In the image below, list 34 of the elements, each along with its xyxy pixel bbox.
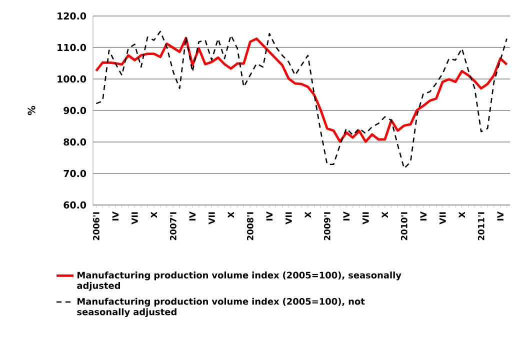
line-series: [96, 30, 508, 170]
x-tick-label: 2007'I: [170, 212, 176, 240]
x-tick-label: 2011'I: [478, 212, 484, 240]
x-tick-label: VII: [208, 212, 215, 224]
x-tick-label: IV: [112, 212, 119, 220]
x-tick-label: X: [228, 212, 234, 218]
x-tick-label: X: [382, 212, 388, 218]
legend-label: Manufacturing production volume index (2005=100), seasonally adjusted: [77, 272, 402, 291]
y-tick-label: 120.0: [58, 12, 86, 20]
y-axis-title: %: [28, 106, 36, 116]
y-tick-label: 110.0: [58, 44, 86, 52]
x-tick-label: VII: [362, 212, 369, 224]
x-tick-label: 2010'I: [400, 212, 408, 240]
x-tick-label: X: [304, 212, 311, 218]
y-tick-label: 60.0: [64, 201, 86, 209]
x-tick-label: X: [458, 212, 465, 218]
y-tick-label: 90.0: [64, 106, 86, 114]
x-tick-label: VII: [286, 212, 292, 224]
legend-label: Manufacturing production volume index (2005=100), not seasonally adjusted: [77, 298, 365, 318]
x-tick-label: IV: [420, 212, 426, 220]
x-tick-label: X: [150, 212, 158, 218]
x-tick-label: IV: [266, 212, 273, 220]
y-tick-label: 80.0: [64, 138, 86, 146]
x-tick-label: VII: [440, 212, 446, 224]
x-tick-label: IV: [343, 212, 350, 220]
x-tick-label: VII: [132, 212, 138, 224]
x-tick-label: 2008'I: [246, 212, 254, 240]
y-tick-label: 70.0: [64, 170, 86, 178]
x-tick-label: IV: [497, 212, 504, 220]
y-tick-label: 100.0: [58, 75, 86, 83]
x-tick-label: 2006'I: [93, 212, 100, 240]
line-series: [95, 36, 508, 143]
x-tick-label: IV: [189, 212, 196, 220]
x-tick-label: 2009'I: [324, 212, 330, 240]
